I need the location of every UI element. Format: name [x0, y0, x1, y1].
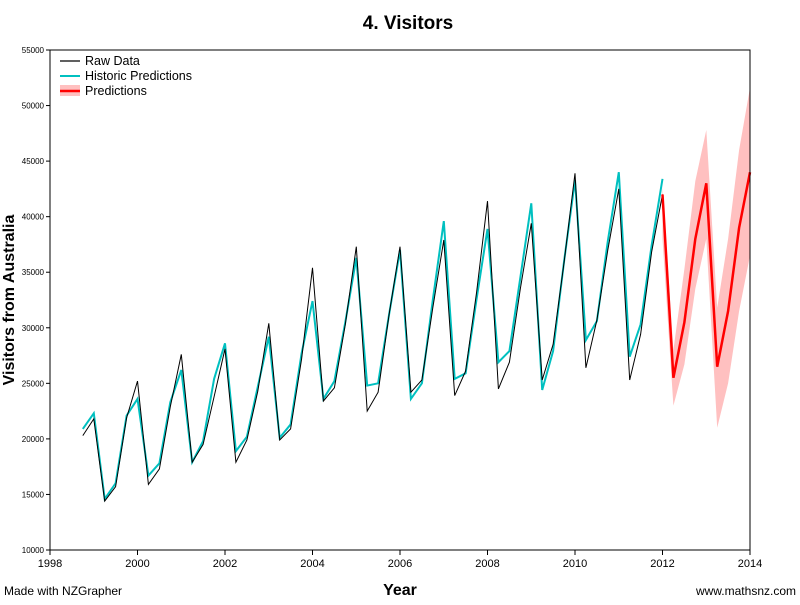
legend-label-raw-data: Raw Data [85, 54, 140, 68]
y-tick-label: 35000 [22, 268, 45, 277]
y-tick-label: 20000 [22, 435, 45, 444]
chart-legend: Raw Data Historic Predictions Prediction… [60, 54, 192, 98]
y-tick-label: 40000 [22, 213, 45, 222]
x-tick-label: 2006 [388, 558, 412, 570]
series-line-predictions [661, 171, 752, 379]
series-layer [81, 171, 752, 503]
x-tick-label: 2012 [650, 558, 674, 570]
y-tick-label: 25000 [22, 379, 45, 388]
chart-title: 4. Visitors [363, 13, 453, 34]
y-tick-label: 45000 [22, 157, 45, 166]
x-tick-label: 2004 [300, 558, 324, 570]
x-tick-label: 2008 [475, 558, 499, 570]
footer-url: www.mathsnz.com [695, 584, 796, 598]
x-tick-label: 1998 [38, 558, 62, 570]
y-tick-label: 55000 [22, 46, 45, 55]
y-tick-label: 50000 [22, 102, 45, 111]
x-tick-label: 2000 [125, 558, 149, 570]
prediction-interval-band [662, 87, 750, 428]
legend-label-predictions: Predictions [85, 84, 147, 98]
x-tick-label: 2002 [213, 558, 237, 570]
x-axis-label: Year [383, 582, 417, 599]
x-tick-label: 2014 [738, 558, 762, 570]
y-axis-label: Visitors from Australia [1, 215, 18, 386]
y-tick-label: 15000 [22, 490, 45, 499]
x-tick-label: 2010 [563, 558, 587, 570]
prediction-band-layer [662, 87, 750, 428]
series-line-raw-data [82, 173, 663, 503]
x-axis-ticks: 1998 2000 2002 2004 2006 2008 2010 2012 2014 [38, 550, 762, 570]
footer-credit: Made with NZGrapher [4, 584, 122, 598]
y-tick-label: 30000 [22, 324, 45, 333]
y-tick-label: 10000 [22, 546, 45, 555]
legend-label-historic-predictions: Historic Predictions [85, 69, 192, 83]
y-axis-ticks: 10000 15000 20000 25000 30000 35000 40000 45000… [22, 46, 50, 555]
